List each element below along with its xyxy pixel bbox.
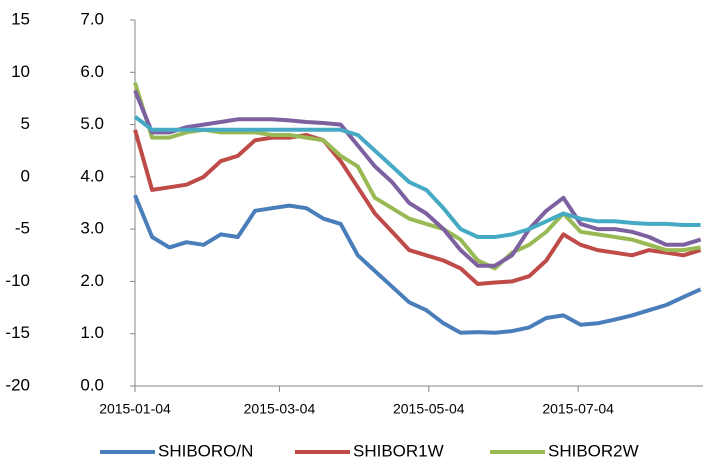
x-tick-label: 2015-05-04 (393, 401, 465, 417)
y2-tick-label: -20 (5, 375, 30, 394)
x-tick-label: 2015-01-04 (99, 401, 171, 417)
y-tick-label: 3.0 (80, 219, 104, 238)
y2-tick-label: -10 (5, 271, 30, 290)
series-line (133, 89, 702, 268)
legend-label: SHIBOR1W (353, 441, 444, 460)
y-tick-label: 6.0 (80, 62, 104, 81)
y-tick-label: 5.0 (80, 114, 104, 133)
series-line (133, 82, 701, 271)
y2-tick-label: 15 (11, 9, 30, 28)
y2-tick-label: 0 (21, 166, 30, 185)
y2-tick-label: -15 (5, 323, 30, 342)
y2-tick-label: -5 (15, 219, 30, 238)
x-tick-label: 2015-03-04 (244, 401, 316, 417)
y-tick-label: 0.0 (80, 375, 104, 394)
x-tick-label: 2015-07-04 (542, 401, 614, 417)
legend-label: SHIBOR2W (548, 441, 639, 460)
y-tick-label: 1.0 (80, 323, 104, 342)
y-tick-label: 7.0 (80, 9, 104, 28)
y2-tick-label: 10 (11, 62, 30, 81)
y-tick-label: 4.0 (80, 166, 104, 185)
series-line (133, 194, 702, 335)
series-line (133, 115, 701, 239)
y2-tick-label: 5 (21, 114, 30, 133)
series-line (133, 129, 702, 286)
legend-label: SHIBORO/N (158, 441, 253, 460)
y-tick-label: 2.0 (80, 271, 104, 290)
